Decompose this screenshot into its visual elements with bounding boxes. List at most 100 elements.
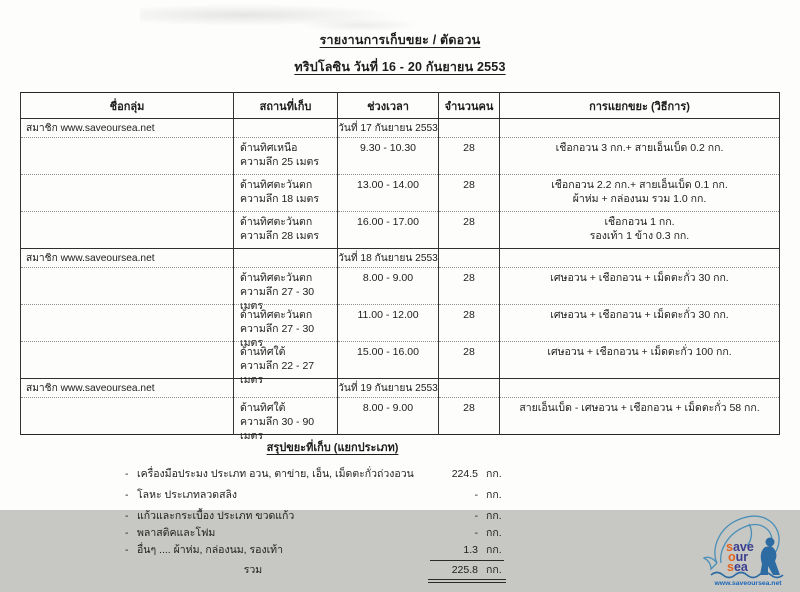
people-count: 28	[438, 211, 500, 249]
garbage-detail: เศษอวน + เชือกอวน + เม็ดตะกั่ว 30 กก.	[550, 309, 729, 321]
garbage-detail: เชือกอวน 2.2 กก.+ สายเอ็นเบ็ด 0.1 กก.	[551, 179, 728, 191]
people-count: 28	[438, 304, 500, 342]
people-count: 28	[438, 267, 500, 305]
saveoursea-logo: save our sea www.saveoursea.net	[703, 515, 784, 587]
time-range: 8.00 - 9.00	[337, 267, 439, 305]
depth: ความลึก 18 เมตร	[240, 193, 320, 205]
total-value: 225.8	[451, 564, 478, 576]
table-row: ด้านทิศเหนือ ความลึก 25 เมตร 9.30 - 10.3…	[20, 137, 780, 175]
table-row: ด้านทิศใต้ ความลึก 30 - 90 เมตร 8.00 - 9…	[20, 397, 780, 442]
total-rule-double	[428, 579, 506, 583]
scanner-gray-band	[0, 510, 800, 592]
summary-item: - อื่นๆ .... ผ้าห่ม, กล่องนม, รองเท้า 1.…	[20, 542, 645, 558]
location: ด้านทิศตะวันตก	[240, 216, 313, 228]
garbage-detail: เศษอวน + เชือกอวน + เม็ดตะกั่ว 100 กก.	[547, 346, 732, 358]
total-unit: กก.	[486, 564, 502, 576]
group-date-row: สมาชิก www.saveoursea.net วันที่ 19 กันย…	[20, 378, 780, 398]
depth: ความลึก 22 - 27 เมตร	[240, 360, 315, 386]
location: ด้านทิศตะวันตก	[240, 179, 313, 191]
table-row: ด้านทิศตะวันตก ความลึก 27 - 30 เมตร 8.00…	[20, 267, 780, 312]
time-range: 15.00 - 16.00	[337, 341, 439, 379]
group-name: สมาชิก www.saveoursea.net	[20, 378, 234, 398]
people-count: 28	[438, 397, 500, 435]
summary-item-value: 224.5	[451, 468, 478, 480]
location: ด้านทิศตะวันตก	[240, 309, 313, 321]
summary-item: - โลหะ ประเภทลวดสลิง - กก.	[20, 487, 645, 503]
table-row: ด้านทิศตะวันตก ความลึก 28 เมตร 16.00 - 1…	[20, 211, 780, 249]
depth: ความลึก 28 เมตร	[240, 230, 320, 242]
group-name: สมาชิก www.saveoursea.net	[20, 118, 234, 138]
dive-date: วันที่ 19 กันยายน 2553	[337, 378, 439, 398]
group-name: สมาชิก www.saveoursea.net	[20, 248, 234, 268]
summary-item-label: แก้วและกระเบื้อง ประเภท ขวดแก้ว	[137, 510, 295, 522]
scan-artifact	[300, 18, 420, 32]
wave-icon	[710, 571, 784, 579]
summary-item-value: -	[474, 510, 479, 522]
summary-total-row: รวม 225.8 กก.	[20, 560, 645, 583]
depth: ความลึก 25 เมตร	[240, 156, 320, 168]
logo-url: www.saveoursea.net	[714, 580, 783, 587]
report-subtitle: ทริปโลซิน วันที่ 16 - 20 กันยายน 2553	[294, 60, 506, 74]
summary-item: - แก้วและกระเบื้อง ประเภท ขวดแก้ว - กก.	[20, 508, 645, 524]
people-count: 28	[438, 341, 500, 379]
dive-date: วันที่ 18 กันยายน 2553	[337, 248, 439, 268]
garbage-detail-2: รองเท้า 1 ข้าง 0.3 กก.	[589, 230, 690, 242]
summary-heading: สรุปขยะที่เก็บ (แยกประเภท)	[266, 442, 399, 454]
group-date-row: สมาชิก www.saveoursea.net วันที่ 18 กันย…	[20, 248, 780, 268]
list-dash: -	[125, 489, 129, 501]
summary-item-label: พลาสติคและโฟม	[137, 527, 216, 539]
list-dash: -	[125, 527, 129, 539]
location: ด้านทิศตะวันตก	[240, 272, 313, 284]
summary-item-unit: กก.	[486, 468, 502, 480]
people-count: 28	[438, 137, 500, 175]
location: ด้านทิศใต้	[240, 402, 286, 414]
total-label: รวม	[243, 564, 263, 576]
total-rule-single	[430, 560, 504, 561]
dive-date: วันที่ 17 กันยายน 2553	[337, 118, 439, 138]
location: ด้านทิศเหนือ	[240, 142, 298, 154]
depth: ความลึก 30 - 90 เมตร	[240, 416, 315, 442]
summary-item-unit: กก.	[486, 544, 502, 556]
summary-item-label: โลหะ ประเภทลวดสลิง	[137, 489, 238, 501]
scan-artifact	[140, 4, 400, 26]
table-row: ด้านทิศตะวันตก ความลึก 18 เมตร 13.00 - 1…	[20, 174, 780, 212]
group-date-row: สมาชิก www.saveoursea.net วันที่ 17 กันย…	[20, 118, 780, 138]
time-range: 16.00 - 17.00	[337, 211, 439, 249]
depth: ความลึก 27 - 30 เมตร	[240, 323, 315, 349]
location: ด้านทิศใต้	[240, 346, 286, 358]
summary-item: - เครื่องมือประมง ประเภท อวน, ตาข่าย, เอ…	[20, 466, 645, 482]
summary-item-label: อื่นๆ .... ผ้าห่ม, กล่องนม, รองเท้า	[137, 544, 283, 556]
summary-item-unit: กก.	[486, 527, 502, 539]
garbage-detail: เชือกอวน 3 กก.+ สายเอ็นเบ็ด 0.2 กก.	[555, 142, 724, 154]
title-block: รายงานการเก็บขยะ / ตัดอวน ทริปโลซิน วันท…	[0, 30, 800, 77]
garbage-detail-2: ผ้าห่ม + กล่องนม รวม 1.0 กก.	[572, 193, 707, 205]
garbage-detail: เศษอวน + เชือกอวน + เม็ดตะกั่ว 30 กก.	[550, 272, 729, 284]
time-range: 13.00 - 14.00	[337, 174, 439, 212]
list-dash: -	[125, 468, 129, 480]
people-count: 28	[438, 174, 500, 212]
table-row: ด้านทิศตะวันตก ความลึก 27 - 30 เมตร 11.0…	[20, 304, 780, 349]
time-range: 8.00 - 9.00	[337, 397, 439, 435]
column-header-people: จำนวนคน	[438, 92, 500, 119]
column-header-group: ชื่อกลุ่ม	[20, 92, 234, 119]
column-header-time: ช่วงเวลา	[337, 92, 439, 119]
list-dash: -	[125, 544, 129, 556]
garbage-detail: เชือกอวน 1 กก.	[604, 216, 675, 228]
depth: ความลึก 27 - 30 เมตร	[240, 286, 315, 312]
summary-item-unit: กก.	[486, 510, 502, 522]
time-range: 9.30 - 10.30	[337, 137, 439, 175]
summary-item-value: -	[474, 527, 479, 539]
time-range: 11.00 - 12.00	[337, 304, 439, 342]
summary-item-label: เครื่องมือประมง ประเภท อวน, ตาข่าย, เอ็น…	[137, 468, 414, 480]
table-header-row: ชื่อกลุ่ม สถานที่เก็บ ช่วงเวลา จำนวนคน ก…	[20, 92, 780, 119]
logo-wordmark: save our sea	[726, 540, 757, 574]
column-header-location: สถานที่เก็บ	[233, 92, 338, 119]
summary-item: - พลาสติคและโฟม - กก.	[20, 525, 645, 541]
summary-item-value: -	[474, 489, 479, 501]
collection-report-table: ชื่อกลุ่ม สถานที่เก็บ ช่วงเวลา จำนวนคน ก…	[20, 92, 780, 442]
list-dash: -	[125, 510, 129, 522]
garbage-detail: สายเอ็นเบ็ด - เศษอวน + เชือกอวน + เม็ดตะ…	[519, 402, 760, 414]
column-header-separation: การแยกขยะ (วิธีการ)	[499, 92, 780, 119]
summary-item-unit: กก.	[486, 489, 502, 501]
